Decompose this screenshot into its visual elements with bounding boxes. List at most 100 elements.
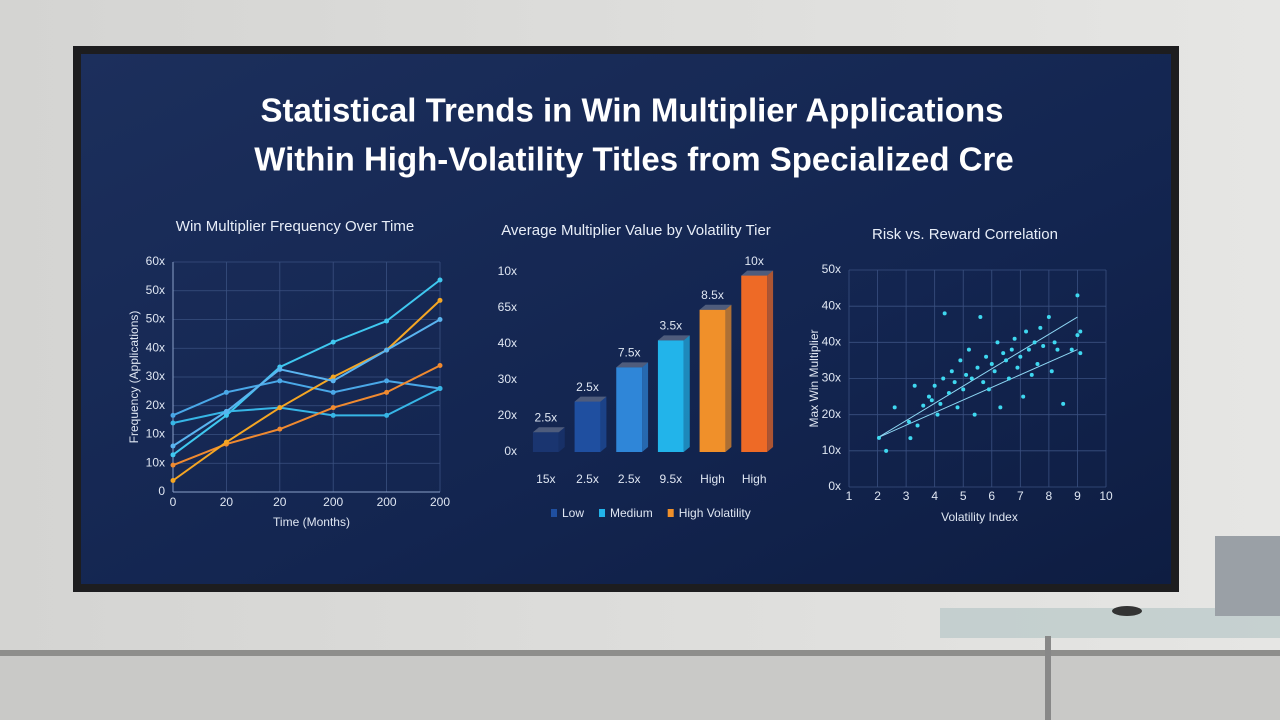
bar [699, 309, 726, 452]
y-tick-label: 0x [504, 444, 517, 458]
point [330, 412, 336, 418]
point [170, 420, 176, 426]
point [1078, 351, 1083, 356]
value-label: 10x [744, 254, 763, 268]
value-label: 8.5x [701, 288, 724, 302]
x-tick-label: 3 [903, 489, 910, 503]
point [876, 435, 881, 440]
x-tick-label: 200 [323, 495, 343, 509]
x-tick-label: 5 [960, 489, 967, 503]
x-tick-label: 2.5x [618, 472, 641, 486]
point [1032, 340, 1037, 345]
x-tick-label: 10 [1099, 489, 1113, 503]
point [952, 380, 957, 385]
point [984, 354, 989, 359]
point [1004, 358, 1009, 363]
x-tick-label: 200 [430, 495, 450, 509]
baseboard [0, 650, 1280, 656]
y-tick-label: 40x [498, 336, 517, 350]
series-line [172, 379, 441, 417]
point [170, 443, 176, 449]
bar-top [532, 427, 565, 433]
value-label: 7.5x [618, 346, 641, 360]
point [223, 412, 229, 418]
x-axis-label: Time (Months) [273, 515, 350, 529]
point [986, 387, 991, 392]
point [170, 462, 176, 468]
trendline [877, 316, 1078, 439]
y-tick-label: 50x [822, 262, 841, 276]
x-tick-label: 7 [1017, 489, 1024, 503]
legend-label: High Volatility [679, 506, 751, 520]
main-title: Within High-Volatility Titles from Speci… [254, 141, 1013, 178]
chart-title: Risk vs. Reward Correlation [872, 226, 1058, 243]
point [384, 389, 390, 395]
x-tick-label: 9 [1074, 489, 1081, 503]
point [975, 365, 980, 370]
y-tick-label: 0 [158, 484, 165, 498]
point [384, 347, 390, 353]
point [330, 389, 336, 395]
y-tick-label: 40x [146, 340, 165, 354]
x-tick-label: 0 [170, 495, 177, 509]
point [1075, 333, 1080, 338]
point [384, 378, 390, 384]
point [1018, 354, 1023, 359]
main-title: Statistical Trends in Win Multiplier App… [261, 92, 1004, 129]
point [932, 383, 937, 388]
x-tick-label: 8 [1046, 489, 1053, 503]
bar [616, 367, 643, 452]
point [1029, 372, 1034, 377]
bar-top [616, 362, 649, 368]
x-tick-label: 9.5x [659, 472, 682, 486]
point [892, 405, 897, 410]
bar-top [741, 270, 774, 276]
point [437, 386, 443, 391]
point [437, 363, 443, 368]
point [1052, 340, 1057, 345]
point [437, 317, 443, 322]
point [949, 369, 954, 374]
point [1075, 293, 1080, 298]
desk-leg [1045, 636, 1051, 720]
x-tick-label: High [700, 472, 725, 486]
bar-side [600, 396, 607, 452]
series-line [172, 299, 441, 482]
y-axis-label: Frequency (Applications) [127, 311, 141, 444]
x-tick-label: 20 [273, 495, 287, 509]
point [277, 366, 283, 372]
point [1035, 362, 1040, 367]
value-label: 2.5x [534, 410, 557, 424]
y-tick-label: 20x [822, 407, 841, 421]
point [1006, 376, 1011, 381]
value-label: 2.5x [576, 380, 599, 394]
y-tick-label: 40x [822, 335, 841, 349]
series-line [172, 387, 441, 424]
point [1046, 315, 1051, 320]
y-tick-label: 10x [146, 427, 165, 441]
point [921, 403, 926, 408]
legend-swatch [599, 509, 606, 517]
point [935, 412, 940, 417]
point [1009, 347, 1014, 352]
legend-label: Low [562, 506, 584, 520]
point [1024, 329, 1029, 334]
point [946, 390, 951, 395]
point [330, 339, 336, 345]
point [955, 405, 960, 410]
point [277, 378, 283, 384]
point [1041, 343, 1046, 348]
x-tick-label: 1 [846, 489, 853, 503]
point [995, 340, 1000, 345]
y-tick-label: 0x [828, 479, 841, 493]
point [1021, 394, 1026, 399]
y-axis-label: Max Win Multiplier [807, 329, 821, 427]
point [915, 423, 920, 428]
point [998, 405, 1003, 410]
point [884, 448, 889, 453]
floor [0, 655, 1280, 720]
point [1012, 336, 1017, 341]
x-tick-label: 2.5x [576, 472, 599, 486]
x-axis-label: Volatility Index [941, 510, 1018, 524]
